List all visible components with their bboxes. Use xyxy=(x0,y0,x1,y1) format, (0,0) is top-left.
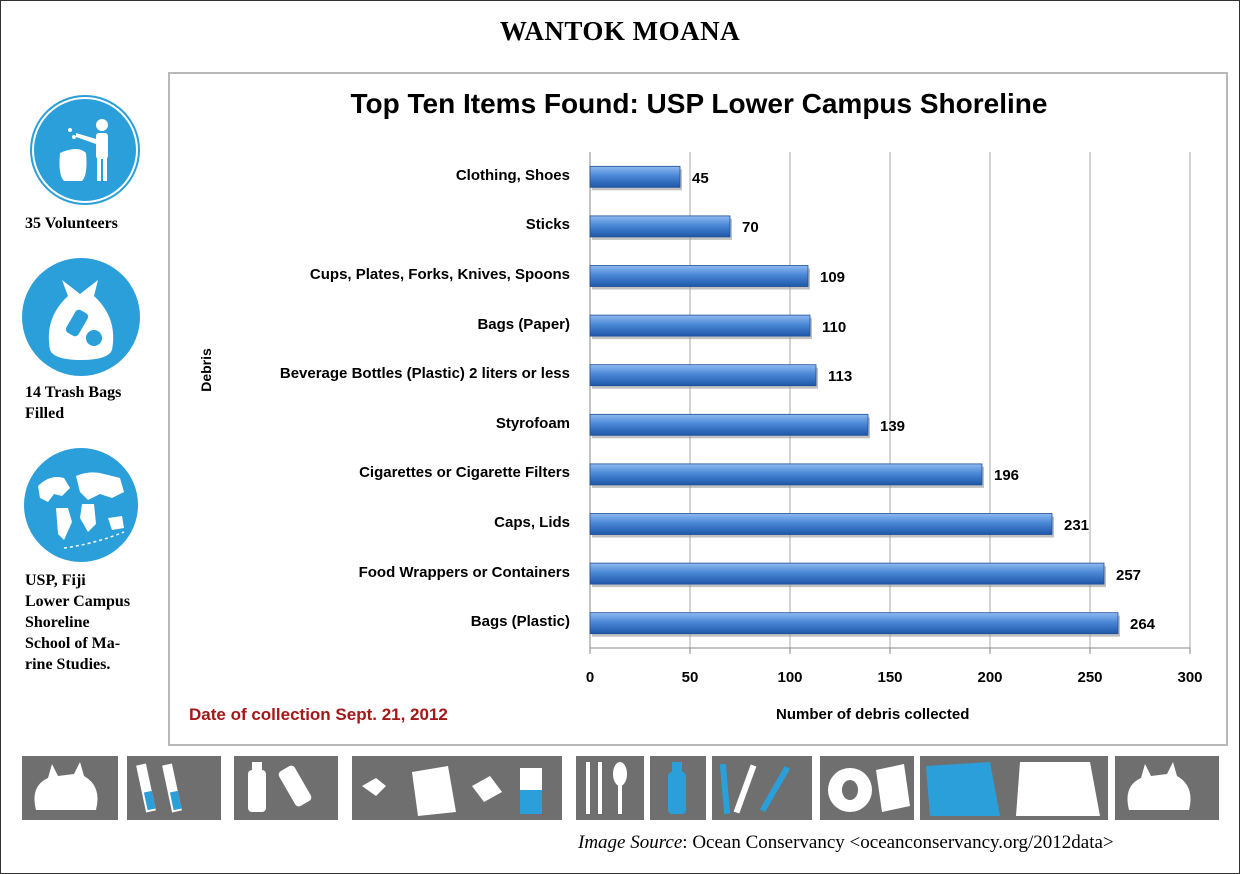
bottles-icon xyxy=(234,756,338,820)
x-tick-label: 150 xyxy=(877,669,903,686)
category-label: Cups, Plates, Forks, Knives, Spoons xyxy=(309,266,570,283)
data-label: 257 xyxy=(1116,566,1142,584)
y-axis-label: Debris xyxy=(198,348,214,392)
plastic-bag-icon xyxy=(1115,756,1219,820)
data-label: 70 xyxy=(742,219,759,237)
paper-bags-icon xyxy=(820,756,914,820)
x-tick-label: 100 xyxy=(777,669,803,686)
data-label: 109 xyxy=(820,269,846,286)
x-tick-label: 250 xyxy=(1077,669,1103,686)
image-source: Image Source: Ocean Conservancy <oceanco… xyxy=(578,832,1114,853)
data-label: 231 xyxy=(1064,517,1090,534)
chart-title: Top Ten Items Found: USP Lower Campus Sh… xyxy=(350,88,1048,119)
trash-bags-stat: 14 Trash Bags Filled xyxy=(25,384,122,422)
straws-icon xyxy=(650,756,706,820)
category-label: Bags (Plastic) xyxy=(470,613,570,631)
globe-map-icon xyxy=(24,448,138,562)
location-stat: USP, Fiji Lower Campus Shoreline School … xyxy=(25,572,131,673)
collection-date-note: Date of collection Sept. 21, 2012 xyxy=(189,705,448,724)
data-label: 264 xyxy=(1130,616,1156,634)
x-axis-label: Number of debris collected xyxy=(776,706,970,723)
category-label: Cigarettes or Cigarette Filters xyxy=(359,464,570,482)
volunteers-stat: 35 Volunteers xyxy=(25,215,118,232)
trash-bag-icon xyxy=(22,258,140,376)
plastic-bag-icon xyxy=(22,756,118,820)
x-tick-label: 50 xyxy=(681,669,699,686)
data-label: 139 xyxy=(880,417,906,435)
data-label: 110 xyxy=(822,318,847,336)
page-title: WANTOK MOANA xyxy=(499,16,741,46)
category-label: Clothing, Shoes xyxy=(455,166,570,184)
category-label: Food Wrappers or Containers xyxy=(358,563,570,581)
cups-icon xyxy=(712,756,812,820)
cutlery-bottle-icon xyxy=(576,756,644,820)
data-label: 45 xyxy=(692,169,709,187)
data-label: 196 xyxy=(994,467,1020,485)
x-tick-label: 0 xyxy=(585,669,595,686)
data-label: 113 xyxy=(828,368,853,386)
x-tick-label: 300 xyxy=(1177,669,1203,686)
paper-bags-icon xyxy=(920,756,1108,820)
category-label: Caps, Lids xyxy=(494,514,570,531)
category-label: Bags (Paper) xyxy=(477,315,570,333)
x-tick-label: 200 xyxy=(977,669,1003,686)
category-label: Styrofoam xyxy=(495,414,570,432)
cigarette-filters-icon xyxy=(127,756,221,820)
person-disposing-trash-icon xyxy=(30,95,140,205)
food-wrappers-icon xyxy=(352,756,562,820)
category-label: Beverage Bottles (Plastic) 2 liters or l… xyxy=(279,365,570,383)
category-label: Sticks xyxy=(525,216,570,234)
